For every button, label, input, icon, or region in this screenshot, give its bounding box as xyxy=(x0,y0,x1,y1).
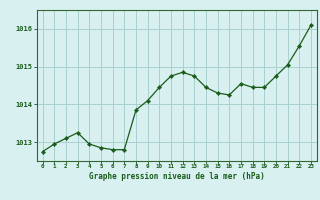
X-axis label: Graphe pression niveau de la mer (hPa): Graphe pression niveau de la mer (hPa) xyxy=(89,172,265,181)
